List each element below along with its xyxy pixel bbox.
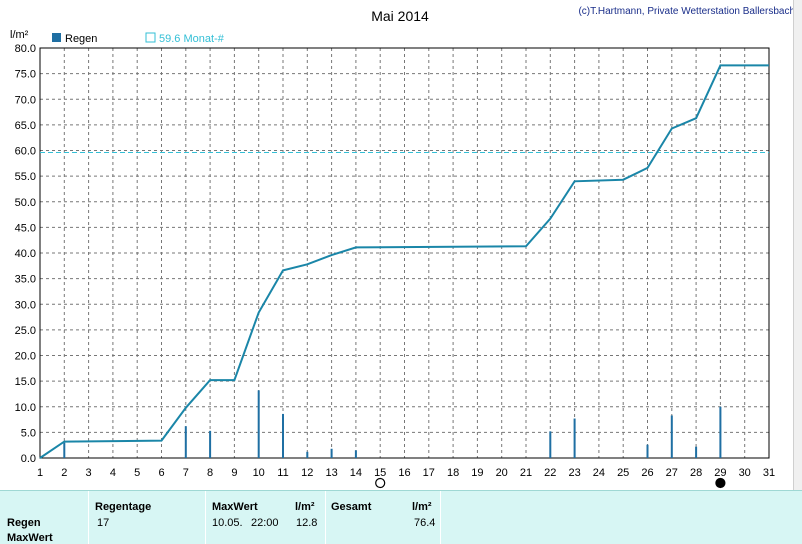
x-tick-label: 28 [690, 467, 702, 479]
y-tick-label: 45.0 [15, 222, 36, 234]
maxwert-header: MaxWert [212, 501, 258, 513]
x-tick-label: 2 [61, 467, 67, 479]
grid [40, 48, 769, 458]
y-tick-label: 20.0 [15, 351, 36, 363]
y-tick-label: 35.0 [15, 274, 36, 286]
x-tick-label: 23 [568, 467, 580, 479]
x-tick-label: 15 [374, 467, 386, 479]
x-tick-label: 14 [350, 467, 362, 479]
plot-frame [39, 47, 770, 459]
x-tick-label: 6 [158, 467, 164, 479]
gesamt-value: 76.4 [414, 517, 436, 529]
y-tick-label: 75.0 [15, 69, 36, 81]
x-tick-label: 16 [398, 467, 410, 479]
x-tick-label: 10 [253, 467, 265, 479]
y-tick-label: 40.0 [15, 248, 36, 260]
vertical-scrollbar[interactable] [793, 0, 802, 490]
rain-bar [257, 390, 260, 458]
x-tick-label: 1 [37, 467, 43, 479]
gesamt-header: Gesamt [331, 501, 372, 513]
rain-bar [670, 415, 673, 458]
regentage-value: 17 [97, 517, 110, 529]
regentage-header: Regentage [95, 501, 152, 513]
x-tick-label: 29 [714, 467, 726, 479]
moon-new-icon [715, 477, 726, 489]
chart-credit: (c)T.Hartmann, Private Wetterstation Bal… [578, 6, 795, 17]
y-tick-label: 30.0 [15, 299, 36, 311]
x-tick-label: 20 [496, 467, 508, 479]
rain-bar [184, 426, 187, 458]
y-tick-labels: 0.0 5.0 10.0 15.0 20.0 25.0 30.0 35.0 40.0 45.0 50… [15, 43, 36, 465]
rain-bar [330, 448, 333, 458]
x-tick-label: 25 [617, 467, 629, 479]
y-tick-label: 10.0 [15, 402, 36, 414]
rain-bar [695, 446, 698, 458]
x-tick-label: 4 [110, 467, 116, 479]
x-tick-label: 24 [593, 467, 605, 479]
rain-chart: Mai 2014 (c)T.Hartmann, Private Wetterst… [10, 6, 795, 489]
maxwert-value: 12.8 [296, 517, 318, 529]
y-tick-label: 70.0 [15, 94, 36, 106]
y-tick-label: 80.0 [15, 43, 36, 55]
moon-phases [375, 477, 726, 489]
maxwert-unit: l/m² [295, 501, 315, 513]
x-tick-labels: 1 2 3 4 5 6 7 8 9 10 11 12 13 14 15 16 17 18 19 20 21 22 23 24 2… [37, 467, 775, 479]
cumulative-rain-line [39, 64, 769, 459]
maxwert-time: 22:00 [251, 517, 279, 529]
legend-bars-label: Regen [65, 33, 97, 45]
y-tick-label: 5.0 [21, 427, 36, 439]
rain-bar [549, 431, 552, 458]
gesamt-unit: l/m² [412, 501, 432, 513]
y-tick-label: 0.0 [21, 453, 36, 465]
summary-panel: Regen MaxWert Regentage 17 MaxWert l/m² … [0, 490, 802, 544]
rain-bar [354, 450, 357, 458]
chart-title: Mai 2014 [371, 8, 429, 24]
x-tick-label: 21 [520, 467, 532, 479]
y-tick-label: 60.0 [15, 146, 36, 158]
legend-ref-swatch [145, 32, 156, 43]
moon-full-icon [375, 477, 386, 489]
x-tick-label: 27 [666, 467, 678, 479]
rain-bar [209, 430, 212, 458]
x-tick-label: 19 [471, 467, 483, 479]
rain-bar [573, 418, 576, 458]
x-tick-label: 9 [231, 467, 237, 479]
legend: Regen 59.6 Monat-# [52, 32, 225, 45]
y-tick-label: 25.0 [15, 325, 36, 337]
x-tick-label: 17 [423, 467, 435, 479]
x-tick-label: 13 [325, 467, 337, 479]
rain-bar [719, 406, 722, 458]
y-tick-label: 55.0 [15, 171, 36, 183]
rain-bars [63, 390, 722, 458]
rain-bar [63, 442, 66, 458]
x-tick-label: 8 [207, 467, 213, 479]
legend-bars-swatch [52, 33, 61, 42]
x-tick-label: 30 [739, 467, 751, 479]
x-tick-label: 7 [183, 467, 189, 479]
y-axis-label: l/m² [10, 29, 29, 41]
row-label-maxwert: MaxWert [7, 532, 53, 544]
x-tick-label: 5 [134, 467, 140, 479]
x-tick-label: 12 [301, 467, 313, 479]
maxwert-date: 10.05. [212, 517, 243, 529]
y-tick-label: 50.0 [15, 197, 36, 209]
row-label-regen: Regen [7, 517, 41, 529]
x-tick-label: 18 [447, 467, 459, 479]
x-tick-label: 26 [641, 467, 653, 479]
x-tick-label: 3 [86, 467, 92, 479]
rain-bar [306, 451, 309, 458]
x-tick-label: 31 [763, 467, 775, 479]
y-tick-label: 15.0 [15, 376, 36, 388]
rain-bar [282, 413, 284, 458]
x-tick-label: 22 [544, 467, 556, 479]
legend-ref-label: 59.6 Monat-# [159, 33, 225, 45]
x-tick-label: 11 [277, 467, 288, 479]
rain-bar [646, 444, 649, 458]
y-tick-label: 65.0 [15, 120, 36, 132]
